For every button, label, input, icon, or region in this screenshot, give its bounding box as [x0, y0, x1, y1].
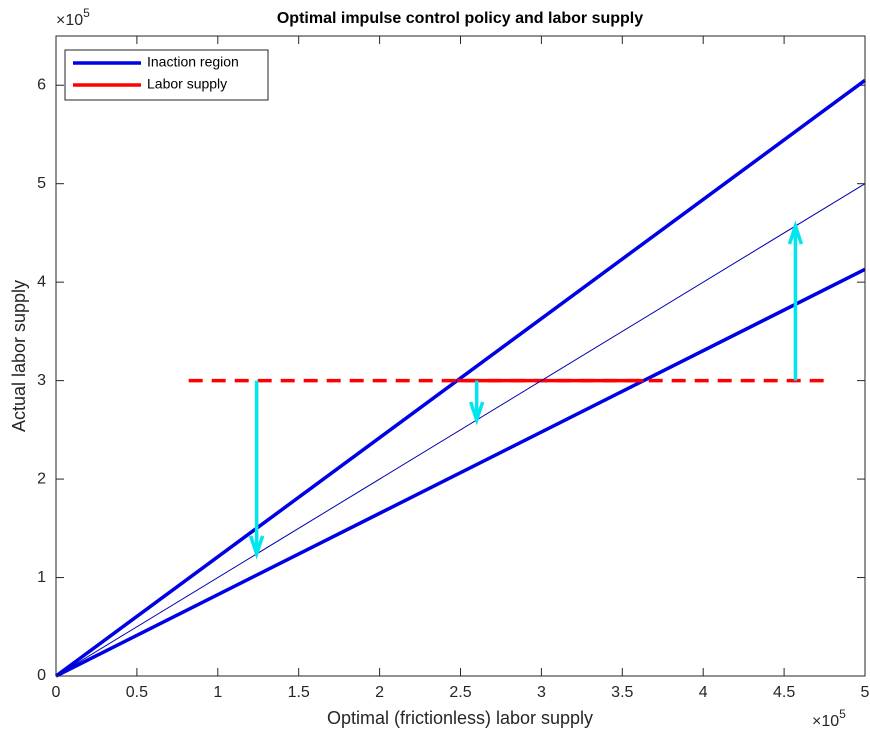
legend-label: Labor supply — [147, 76, 227, 92]
arrow — [248, 380, 265, 560]
y-tick-label: 6 — [37, 76, 46, 93]
x-tick-label: 4 — [699, 684, 708, 701]
x-multiplier: ×105 — [812, 707, 846, 730]
y-multiplier-exponent: 5 — [83, 6, 90, 20]
chart-title: Optimal impulse control policy and labor… — [277, 10, 643, 27]
legend-label: Inaction region — [147, 54, 239, 70]
plot-frame — [55, 35, 866, 677]
legend-box — [64, 49, 269, 101]
x-multiplier-exponent: 5 — [839, 707, 846, 721]
arrow — [469, 380, 485, 426]
x-tick-label: 3.5 — [611, 684, 633, 701]
y-multiplier: ×105 — [56, 6, 90, 29]
x-tick-label: 1 — [213, 684, 222, 701]
y-tick-label: 1 — [37, 569, 46, 586]
arrow-head — [469, 401, 485, 426]
y-tick-label: 5 — [37, 175, 46, 192]
series-line — [54, 78, 867, 678]
y-tick-label: 0 — [37, 667, 46, 684]
arrow — [787, 220, 804, 381]
y-tick-label: 4 — [37, 273, 46, 290]
x-multiplier-base: ×10 — [812, 713, 839, 730]
x-tick-label: 1.5 — [288, 684, 310, 701]
x-tick-label: 4.5 — [773, 684, 795, 701]
arrow-head — [248, 535, 265, 560]
x-tick-label: 3 — [537, 684, 546, 701]
x-axis-label: Optimal (frictionless) labor supply — [327, 708, 593, 728]
x-tick-label: 0.5 — [126, 684, 148, 701]
y-axis-label: Actual labor supply — [9, 280, 29, 432]
y-tick-label: 3 — [37, 372, 46, 389]
y-tick-label: 2 — [37, 470, 46, 487]
y-multiplier-base: ×10 — [56, 12, 83, 29]
plot-area — [56, 36, 865, 676]
series-line — [55, 183, 866, 677]
x-tick-label: 5 — [861, 684, 870, 701]
arrow-head — [787, 220, 804, 245]
x-tick-label: 2.5 — [449, 684, 471, 701]
x-tick-label: 2 — [375, 684, 384, 701]
x-tick-label: 0 — [52, 684, 61, 701]
